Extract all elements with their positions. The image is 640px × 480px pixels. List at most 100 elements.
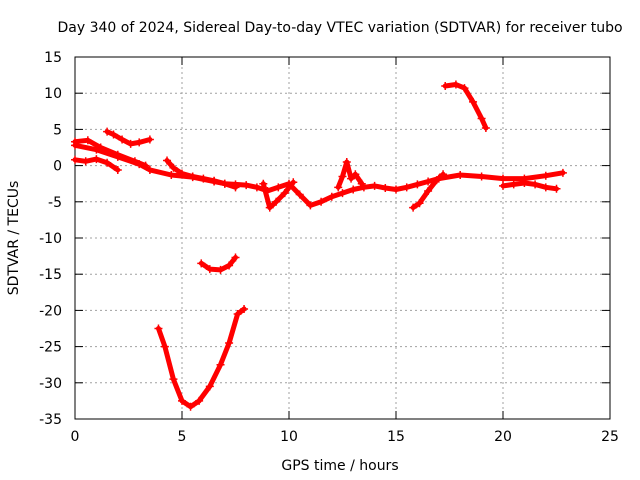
data-point-marker bbox=[274, 183, 283, 192]
data-point-marker bbox=[160, 342, 169, 351]
data-point-marker bbox=[113, 165, 122, 174]
data-point-marker bbox=[531, 180, 540, 189]
data-point-marker bbox=[441, 81, 450, 90]
data-point-marker bbox=[231, 253, 240, 262]
data-point-marker bbox=[334, 183, 343, 192]
data-point-marker bbox=[541, 171, 550, 180]
data-point-marker bbox=[520, 178, 529, 187]
data-point-marker bbox=[499, 181, 507, 190]
data-point-marker bbox=[178, 169, 186, 178]
data-point-marker bbox=[210, 176, 219, 185]
data-point-marker bbox=[199, 174, 208, 183]
grid bbox=[75, 57, 610, 419]
data-point-marker bbox=[541, 183, 550, 192]
data-point-marker bbox=[240, 304, 249, 313]
data-point-marker bbox=[225, 261, 234, 270]
y-tick-label: -15 bbox=[39, 267, 62, 283]
chart-title: Day 340 of 2024, Sidereal Day-to-day VTE… bbox=[57, 20, 622, 36]
y-tick-label: -25 bbox=[39, 340, 62, 356]
data-point-marker bbox=[186, 402, 195, 411]
data-point-marker bbox=[306, 201, 315, 210]
data-point-marker bbox=[295, 190, 304, 199]
x-tick-label: 10 bbox=[280, 429, 298, 445]
series-track-g bbox=[442, 82, 489, 131]
data-point-marker bbox=[197, 259, 206, 268]
data-point-marker bbox=[415, 199, 424, 208]
y-tick-label: 15 bbox=[44, 50, 62, 66]
data-point-marker bbox=[413, 180, 422, 189]
data-point-marker bbox=[163, 156, 172, 165]
data-point-marker bbox=[92, 155, 101, 164]
y-tick-label: -5 bbox=[48, 195, 62, 211]
data-point-marker bbox=[424, 186, 433, 195]
data-point-marker bbox=[342, 157, 351, 166]
data-point-marker bbox=[81, 157, 90, 166]
data-point-marker bbox=[460, 84, 469, 93]
y-tick-label: -35 bbox=[39, 412, 62, 428]
data-point-marker bbox=[409, 203, 418, 212]
data-point-marker bbox=[231, 183, 240, 192]
y-tick-label: -20 bbox=[39, 303, 62, 319]
x-axis-label: GPS time / hours bbox=[281, 458, 398, 474]
data-point-marker bbox=[477, 114, 486, 123]
data-point-marker bbox=[233, 310, 242, 319]
data-point-marker bbox=[439, 170, 448, 179]
data-point-marker bbox=[188, 172, 197, 181]
data-point-marker bbox=[509, 180, 518, 189]
y-tick-label: 0 bbox=[53, 159, 62, 175]
data-point-marker bbox=[272, 197, 281, 206]
data-point-marker bbox=[327, 192, 336, 201]
x-tick-label: 25 bbox=[601, 429, 619, 445]
data-point-marker bbox=[280, 189, 289, 198]
data-point-marker bbox=[195, 396, 204, 405]
data-point-marker bbox=[317, 197, 326, 206]
data-point-marker bbox=[169, 375, 178, 384]
data-point-marker bbox=[349, 185, 358, 194]
data-point-marker bbox=[558, 168, 567, 177]
data-point-marker bbox=[135, 138, 144, 147]
data-point-marker bbox=[145, 135, 154, 144]
data-point-marker bbox=[392, 185, 400, 194]
data-point-marker bbox=[126, 139, 135, 148]
axis-ticks: 0 5 10 15 20 25 15 10 5 0 -5 -10 -15 -20 -25 -30 -35 bbox=[39, 50, 619, 445]
data-point-marker bbox=[225, 338, 234, 347]
data-point-marker bbox=[289, 178, 298, 187]
data-point-marker bbox=[481, 123, 490, 132]
data-point-marker bbox=[381, 184, 390, 193]
data-point-marker bbox=[469, 97, 478, 106]
data-point-marker bbox=[338, 172, 347, 181]
y-tick-label: 10 bbox=[44, 86, 62, 102]
data-point-marker bbox=[130, 157, 139, 166]
series-track-f bbox=[156, 306, 247, 410]
data-point-marker bbox=[552, 184, 561, 193]
data-point-marker bbox=[169, 163, 178, 172]
data-point-marker bbox=[424, 177, 433, 186]
data-point-marker bbox=[96, 143, 105, 152]
data-point-marker bbox=[216, 360, 225, 369]
data-point-marker bbox=[178, 396, 186, 405]
data-point-marker bbox=[71, 155, 79, 164]
data-point-marker bbox=[456, 171, 465, 180]
data-point-marker bbox=[103, 158, 112, 167]
data-point-marker bbox=[370, 181, 379, 190]
data-point-marker bbox=[109, 130, 118, 139]
data-point-marker bbox=[83, 136, 92, 145]
data-point-marker bbox=[71, 137, 79, 146]
x-tick-label: 15 bbox=[387, 429, 405, 445]
data-point-marker bbox=[347, 174, 356, 183]
data-point-marker bbox=[145, 165, 154, 174]
data-point-marker bbox=[216, 265, 225, 274]
data-series bbox=[71, 80, 567, 411]
x-tick-label: 0 bbox=[71, 429, 80, 445]
data-point-marker bbox=[113, 150, 122, 159]
y-tick-label: -30 bbox=[39, 376, 62, 392]
x-tick-label: 5 bbox=[178, 429, 187, 445]
y-tick-label: 5 bbox=[53, 122, 62, 138]
series-track-e bbox=[198, 255, 238, 273]
data-point-marker bbox=[432, 176, 441, 185]
data-point-marker bbox=[499, 174, 507, 183]
data-point-marker bbox=[351, 170, 360, 179]
data-point-marker bbox=[402, 183, 411, 192]
data-point-marker bbox=[167, 171, 176, 180]
